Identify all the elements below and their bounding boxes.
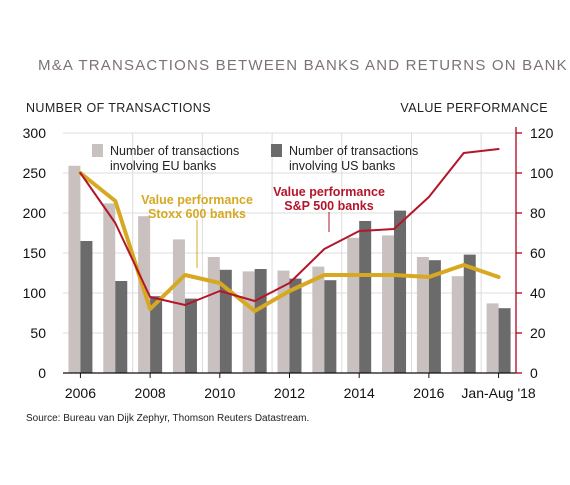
bar-eu [382, 235, 394, 373]
x-tick-label: 2014 [344, 385, 375, 401]
y-left-tick-label: 150 [23, 245, 47, 261]
bar-eu [347, 238, 359, 373]
bar-us [115, 281, 127, 373]
legend-swatch-eu [92, 144, 103, 157]
bar-eu [208, 257, 220, 373]
legend-label-us: involving US banks [289, 159, 395, 173]
bar-us [255, 269, 267, 373]
y-left-tick-label: 200 [23, 205, 47, 221]
bar-us [185, 299, 197, 373]
annotation-stoxx-600: Stoxx 600 banks [148, 207, 246, 221]
bar-us [80, 241, 92, 373]
legend-label-us: Number of transactions [289, 144, 418, 158]
y-right-tick-label: 120 [530, 125, 554, 141]
annotation-sp-500: S&P 500 banks [284, 199, 373, 213]
chart-title: M&A TRANSACTIONS BETWEEN BANKS AND RETUR… [38, 57, 570, 74]
bar-us [324, 280, 336, 373]
bar-us [359, 221, 371, 373]
y-right-tick-label: 0 [530, 365, 538, 381]
y-right-tick-label: 100 [530, 165, 554, 181]
bar-us [394, 211, 406, 373]
legend-label-eu: Number of transactions [110, 144, 239, 158]
y-right-tick-label: 40 [530, 285, 546, 301]
x-tick-label: 2016 [413, 385, 444, 401]
bar-eu [173, 239, 185, 373]
bar-eu [103, 203, 115, 373]
x-tick-label: Jan-Aug '18 [461, 385, 535, 401]
x-tick-label: 2006 [65, 385, 96, 401]
annotation-sp-500: Value performance [273, 185, 385, 199]
y-left-tick-label: 50 [30, 325, 46, 341]
legend-label-eu: involving EU banks [110, 159, 216, 173]
bar-eu [452, 276, 464, 373]
bar-eu [417, 257, 429, 373]
y-left-tick-label: 250 [23, 165, 47, 181]
y-left-tick-label: 0 [38, 365, 46, 381]
y-axis-left-label: NUMBER OF TRANSACTIONS [26, 101, 211, 115]
x-tick-label: 2012 [274, 385, 305, 401]
bar-eu [312, 267, 324, 373]
bar-eu [68, 166, 80, 373]
bar-us [290, 279, 302, 373]
source-note: Source: Bureau van Dijk Zephyr, Thomson … [26, 413, 309, 424]
y-axis-right-label: VALUE PERFORMANCE [400, 101, 548, 115]
bar-us [499, 308, 511, 373]
y-left-tick-label: 300 [23, 125, 47, 141]
y-right-tick-label: 80 [530, 205, 546, 221]
x-tick-label: 2010 [204, 385, 235, 401]
bar-eu [487, 303, 499, 373]
x-tick-label: 2008 [135, 385, 166, 401]
y-left-tick-label: 100 [23, 285, 47, 301]
y-right-tick-label: 20 [530, 325, 546, 341]
bar-us [464, 255, 476, 373]
y-right-tick-label: 60 [530, 245, 546, 261]
bar-eu [243, 271, 255, 373]
legend-swatch-us [271, 144, 282, 157]
annotation-stoxx-600: Value performance [141, 193, 253, 207]
